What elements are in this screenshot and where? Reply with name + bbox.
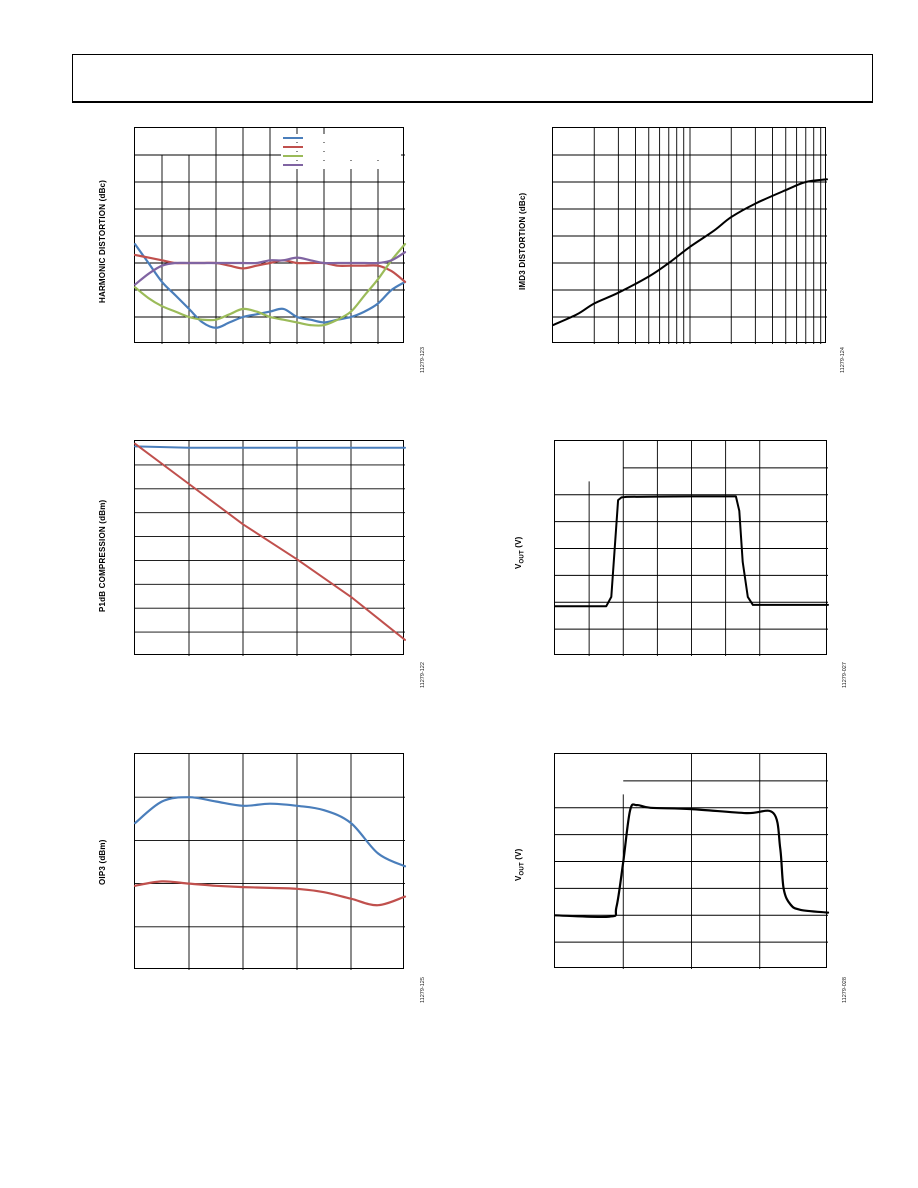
harmonic-distortion-plot [133,127,407,344]
p1db-compression-y-axis-label: P1dB COMPRESSION (dBm) [98,499,107,612]
harmonic-distortion-figure: HARMONIC DISTORTION (dBc) 11279-123 [90,125,440,375]
vout2-series-0 [553,803,830,919]
p1db-compression-figure-id: 11279-122 [420,662,426,688]
hd-legend-bg-3 [281,161,401,169]
hd-legend-bg-0 [281,134,401,142]
harmonic-distortion-svg [133,128,407,344]
oip3-plot [133,753,407,970]
vout-pulse-response-1-svg [554,441,829,656]
imd3-distortion-y-axis-label: IMD3 DISTORTION (dBc) [518,192,527,290]
oip3-figure: OIP3 (dBm) 11279-125 [90,751,440,1011]
vout-pulse-response-1-figure-id: 11279-027 [842,662,848,688]
imd3-series-0 [552,178,828,327]
p1db-series-0 [134,445,406,449]
hd-series-2 [133,243,407,327]
hd-legend-bg-2 [281,152,401,160]
vout-pulse-response-1-y-axis-label: VOUT (V) [514,536,526,570]
vout-pulse-response-2-plot [553,753,830,969]
imd3-distortion-figure-id: 11279-124 [840,347,846,373]
oip3-series-0 [133,796,407,868]
oip3-figure-id: 11279-125 [420,977,426,1003]
vout-pulse-response-1-figure: VOUT (V) 11279-027 [510,438,860,688]
p1db-compression-figure: P1dB COMPRESSION (dBm) 11279-122 [90,438,440,688]
hd-legend-bg-1 [281,143,401,151]
vout-pulse-response-2-y-axis-label: VOUT (V) [514,848,526,882]
p1db-compression-plot [134,440,406,656]
harmonic-distortion-figure-id: 11279-123 [420,347,426,373]
p1db-compression-svg [134,441,406,656]
hd-series-0 [133,243,407,329]
p1db-series-1 [134,442,406,641]
oip3-y-axis-label: OIP3 (dBm) [98,839,107,885]
vout-pulse-response-1-plot [554,440,829,656]
harmonic-distortion-y-axis-label: HARMONIC DISTORTION (dBc) [98,179,107,303]
oip3-svg [133,754,407,970]
oip3-series-1 [133,880,407,907]
vout-pulse-response-2-svg [553,754,830,969]
imd3-distortion-plot [552,127,828,344]
page-header-box [72,54,873,103]
imd3-distortion-svg [552,128,828,344]
imd3-distortion-figure: IMD3 DISTORTION (dBc) 11279-124 [510,125,860,375]
vout-pulse-response-2-figure-id: 11279-028 [842,977,848,1003]
vout-pulse-response-2-figure: VOUT (V) 11279-028 [510,751,860,1011]
hd-series-3 [133,251,407,286]
vout1-series-0 [554,495,829,608]
